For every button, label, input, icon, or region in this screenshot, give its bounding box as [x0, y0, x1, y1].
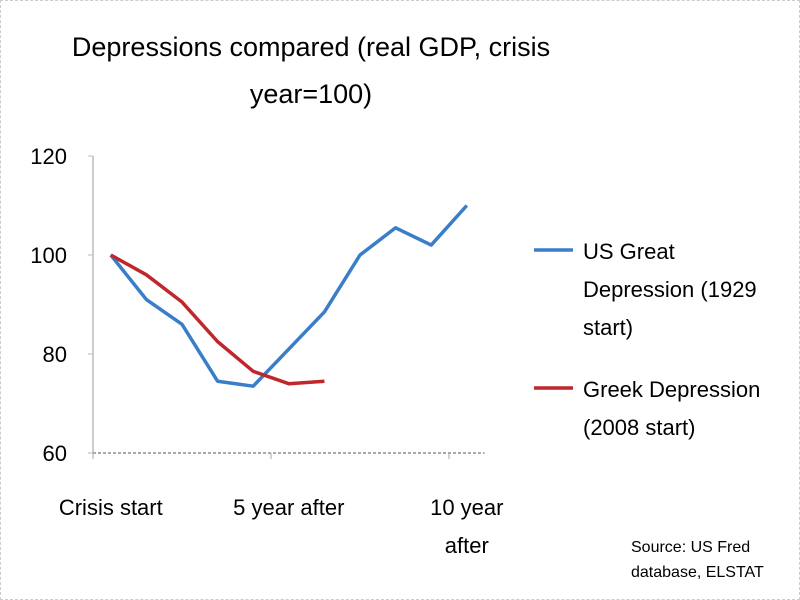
x-tick-label: 5 year after — [233, 495, 344, 520]
source-note: database, ELSTAT — [631, 564, 764, 581]
chart-title: Depressions compared (real GDP, crisis — [72, 32, 550, 62]
legend-label: US Great — [583, 239, 675, 264]
y-tick-label: 60 — [43, 441, 67, 466]
x-tick-label: Crisis start — [59, 495, 163, 520]
y-tick-label: 120 — [30, 144, 67, 169]
source-note: Source: US Fred — [631, 539, 750, 556]
x-tick-label: 10 year — [430, 495, 503, 520]
series-line-1 — [109, 253, 325, 386]
chart-title: year=100) — [250, 79, 372, 109]
series-line-0 — [109, 204, 469, 388]
y-tick-label: 100 — [30, 243, 67, 268]
y-tick-label: 80 — [43, 342, 67, 367]
legend-label: (2008 start) — [583, 415, 696, 440]
x-tick-label: after — [445, 533, 489, 558]
legend-label: Greek Depression — [583, 377, 760, 402]
legend-label: start) — [583, 315, 633, 340]
legend-label: Depression (1929 — [583, 277, 757, 302]
